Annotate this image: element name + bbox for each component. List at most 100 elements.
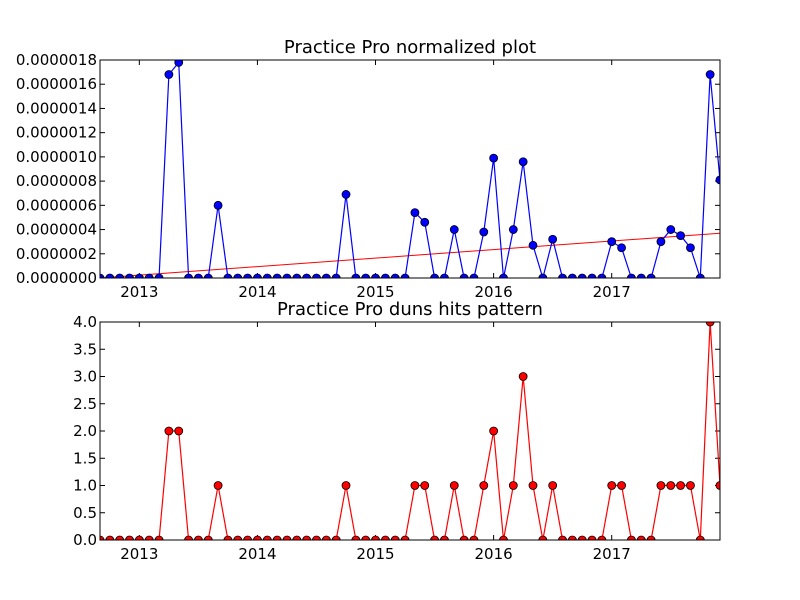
bottom-data-point	[636, 535, 646, 540]
bottom-y-tick-label: 3.0	[73, 368, 97, 386]
top-data-point	[361, 273, 371, 278]
bottom-plot-frame	[99, 321, 721, 541]
top-data-point	[351, 273, 361, 278]
bottom-data-point	[361, 535, 371, 540]
top-data-point	[607, 237, 617, 247]
top-data-point	[577, 273, 587, 278]
bottom-data-point	[558, 535, 567, 540]
top-chart-title: Practice Pro normalized plot	[284, 37, 536, 58]
top-data-point	[400, 273, 410, 278]
top-data-point	[617, 243, 626, 253]
bottom-y-tick-label: 0.0	[73, 531, 97, 549]
bottom-data-point	[538, 535, 548, 540]
top-data-point	[312, 273, 321, 278]
bottom-data-point	[695, 535, 705, 540]
bottom-y-tick-label: 3.5	[73, 340, 97, 358]
bottom-data-point	[577, 535, 587, 540]
bottom-data-point	[449, 481, 459, 490]
top-data-point	[479, 227, 489, 237]
bottom-data-point	[705, 322, 715, 327]
bottom-data-point	[656, 481, 666, 490]
top-data-point	[548, 234, 558, 244]
top-x-tick-label: 2014	[238, 283, 276, 301]
bottom-data-point	[390, 535, 400, 540]
top-data-point	[666, 225, 676, 234]
top-data-point	[440, 273, 449, 278]
bottom-data-point	[508, 481, 518, 490]
top-data-point	[646, 273, 656, 278]
top-data-point	[194, 273, 203, 278]
bottom-data-point	[617, 481, 626, 490]
bottom-data-point	[548, 481, 558, 490]
top-data-point	[459, 273, 469, 278]
bottom-y-tick-label: 2.5	[73, 395, 97, 413]
top-x-tick-label: 2016	[475, 283, 513, 301]
bottom-data-point	[312, 535, 321, 540]
top-data-point	[125, 273, 134, 278]
bottom-chart-title: Practice Pro duns hits pattern	[277, 299, 543, 320]
top-data-point	[253, 273, 262, 278]
top-y-tick-label: 0.0000014	[16, 99, 97, 117]
top-trendline	[100, 232, 720, 278]
bottom-x-tick-label: 2014	[238, 545, 276, 563]
top-data-point	[676, 231, 686, 241]
bottom-data-point	[420, 481, 430, 490]
bottom-data-point	[253, 535, 262, 540]
bottom-data-point	[341, 481, 351, 490]
bottom-data-point	[440, 535, 449, 540]
bottom-data-point	[627, 535, 636, 540]
bottom-y-tick-label: 4.0	[73, 313, 97, 331]
top-data-point	[449, 225, 459, 234]
bottom-data-point	[262, 535, 272, 540]
top-y-tick-label: 0.0000016	[16, 75, 97, 93]
top-chart: Practice Pro normalized plot 0.0000000 0.…	[16, 37, 721, 301]
top-y-tick-label: 0.0000018	[16, 51, 97, 69]
bottom-x-tick-label: 2013	[120, 545, 158, 563]
top-data-point	[154, 273, 164, 278]
bottom-data-point	[459, 535, 469, 540]
top-data-point	[213, 200, 223, 210]
top-data-point	[627, 273, 636, 278]
top-x-tick-label: 2015	[356, 283, 394, 301]
bottom-data-point	[607, 481, 617, 490]
bottom-data-point	[125, 535, 134, 540]
top-data-point	[705, 70, 715, 79]
top-data-point	[430, 273, 439, 278]
top-y-tick-label: 0.0000002	[16, 245, 97, 263]
top-y-tick-label: 0.0000008	[16, 172, 97, 190]
bottom-data-point	[134, 535, 144, 540]
bottom-y-tick-label: 2.0	[73, 422, 97, 440]
top-data-point	[499, 273, 508, 278]
bottom-data-point	[489, 426, 499, 436]
top-series-line	[100, 60, 720, 278]
bottom-data-point	[351, 535, 361, 540]
top-data-point	[371, 273, 380, 278]
top-y-tick-label: 0.0000004	[16, 221, 97, 239]
bottom-data-point	[115, 535, 125, 540]
bottom-x-tick-label: 2016	[475, 545, 513, 563]
bottom-data-point	[469, 535, 479, 540]
bottom-data-point	[233, 535, 243, 540]
bottom-data-point	[174, 426, 184, 436]
top-data-point	[695, 273, 705, 278]
top-y-tick-label: 0.0000010	[16, 148, 97, 166]
bottom-data-point	[321, 535, 331, 540]
bottom-data-point	[105, 535, 115, 540]
top-data-point	[292, 273, 302, 278]
bottom-data-point	[666, 481, 676, 490]
bottom-data-point	[646, 535, 656, 540]
bottom-data-point	[371, 535, 380, 540]
bottom-data-point	[479, 481, 489, 490]
bottom-data-point	[410, 481, 420, 490]
top-data-point	[223, 273, 233, 278]
bottom-y-tick-label: 0.5	[73, 504, 97, 522]
top-data-point	[380, 273, 390, 278]
top-data-point	[636, 273, 646, 278]
top-x-tick-label: 2013	[120, 283, 158, 301]
top-data-point	[282, 273, 292, 278]
top-data-point	[538, 273, 548, 278]
top-data-point	[272, 273, 282, 278]
top-data-point	[489, 153, 499, 163]
top-data-point	[115, 273, 125, 278]
